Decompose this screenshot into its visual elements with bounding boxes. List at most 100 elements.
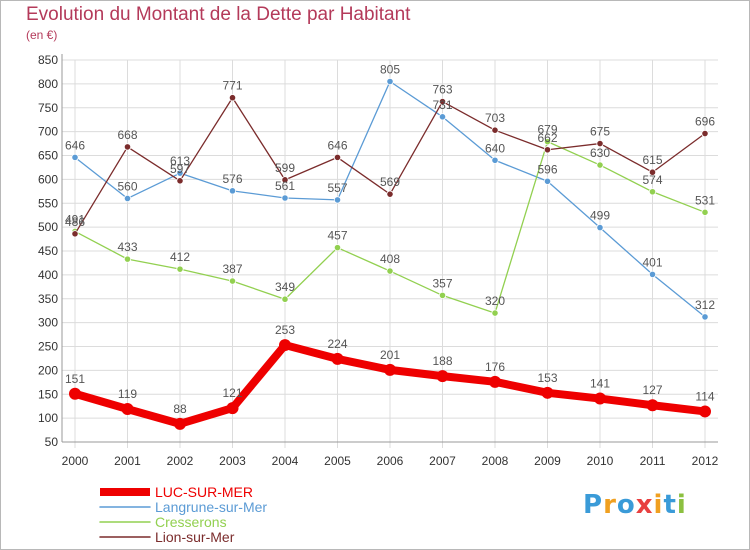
logo-letter: P — [583, 490, 604, 520]
y-tick-label: 400 — [38, 268, 58, 282]
data-label: 703 — [485, 111, 505, 125]
data-point — [646, 399, 659, 412]
data-label: 253 — [275, 323, 295, 337]
data-point — [491, 156, 499, 164]
data-point — [121, 403, 134, 416]
data-label: 557 — [327, 181, 347, 195]
data-label: 176 — [485, 360, 505, 374]
chart-subtitle: (en €) — [26, 28, 58, 42]
data-point — [699, 405, 711, 418]
data-point — [438, 291, 447, 300]
data-label: 88 — [173, 402, 187, 416]
y-tick-label: 600 — [38, 172, 58, 186]
data-label: 433 — [117, 240, 137, 254]
x-tick-label: 2005 — [324, 454, 351, 468]
data-label: 320 — [485, 294, 505, 308]
data-point — [123, 143, 132, 151]
y-tick-label: 150 — [38, 387, 58, 401]
data-point — [596, 139, 604, 148]
data-label: 499 — [590, 209, 610, 223]
data-label: 560 — [117, 179, 137, 193]
data-label: 188 — [432, 354, 452, 368]
x-tick-label: 2008 — [482, 454, 509, 468]
data-point — [333, 153, 342, 162]
x-tick-label: 2006 — [377, 454, 404, 468]
data-point — [648, 168, 657, 176]
data-point — [331, 352, 344, 365]
legend-label: Cresserons — [155, 514, 227, 530]
data-point — [386, 267, 394, 275]
logo-letter: x — [635, 490, 654, 520]
data-point — [333, 244, 342, 252]
data-point — [648, 270, 657, 278]
y-tick-label: 850 — [38, 53, 58, 67]
data-point — [386, 190, 394, 198]
data-point — [491, 309, 499, 317]
x-tick-label: 2012 — [692, 454, 719, 468]
data-label: 121 — [222, 386, 242, 400]
data-label: 412 — [170, 250, 190, 264]
y-tick-label: 350 — [38, 292, 58, 306]
data-point — [701, 208, 709, 216]
data-point — [176, 169, 184, 177]
x-tick-label: 2000 — [62, 454, 89, 468]
x-tick-label: 2009 — [534, 454, 561, 468]
data-point — [228, 187, 237, 195]
data-label: 805 — [380, 62, 400, 76]
data-label: 357 — [432, 276, 452, 290]
data-label: 153 — [537, 371, 557, 385]
data-label: 387 — [222, 262, 242, 276]
data-label: 662 — [537, 131, 557, 145]
data-point — [281, 176, 289, 184]
data-point — [438, 97, 447, 106]
data-label: 596 — [537, 162, 557, 176]
data-point — [176, 177, 184, 185]
data-label: 597 — [170, 162, 190, 176]
data-point — [594, 392, 606, 405]
legend-label: Lion-sur-Mer — [155, 529, 235, 545]
data-label: 646 — [65, 138, 85, 152]
data-labels: 646 560 613 576 561 557 805 731 640 596 499 401 312 4… — [65, 62, 715, 415]
data-point — [648, 188, 657, 196]
data-point — [386, 77, 394, 86]
y-tick-label: 550 — [38, 196, 58, 210]
data-label: 119 — [118, 387, 137, 401]
data-label: 640 — [485, 141, 505, 155]
y-tick-label: 450 — [38, 244, 58, 258]
legend-label: LUC-SUR-MER — [155, 484, 253, 500]
data-label: 574 — [642, 173, 662, 187]
data-label: 569 — [380, 175, 400, 189]
data-label: 561 — [275, 179, 295, 193]
data-point — [176, 265, 184, 273]
data-point — [596, 161, 604, 169]
data-label: 114 — [695, 389, 714, 403]
y-tick-label: 50 — [45, 435, 59, 449]
data-label: 668 — [117, 128, 137, 142]
data-point — [71, 153, 79, 162]
data-point — [281, 194, 289, 202]
x-tick-label: 2003 — [219, 454, 246, 468]
data-point — [384, 363, 396, 376]
y-tick-label: 300 — [38, 316, 58, 330]
data-point — [701, 129, 709, 138]
proxiti-logo: Proxiti — [583, 490, 687, 520]
logo-letter: t — [663, 490, 677, 520]
x-tick-label: 2010 — [587, 454, 614, 468]
data-label: 731 — [432, 98, 452, 112]
data-point — [701, 313, 709, 321]
data-label: 679 — [537, 123, 557, 137]
legend-label: Langrune-sur-Mer — [155, 499, 267, 515]
y-tick-label: 650 — [38, 149, 58, 163]
data-label: 151 — [65, 372, 85, 386]
data-point — [226, 402, 239, 415]
data-point — [281, 295, 289, 303]
data-label: 630 — [590, 146, 610, 160]
data-label: 312 — [695, 298, 715, 312]
data-label: 771 — [222, 79, 242, 93]
data-point — [123, 255, 132, 263]
data-label: 613 — [170, 154, 190, 168]
data-label: 401 — [642, 255, 662, 269]
data-label: 531 — [695, 193, 715, 207]
data-label: 127 — [642, 383, 662, 397]
